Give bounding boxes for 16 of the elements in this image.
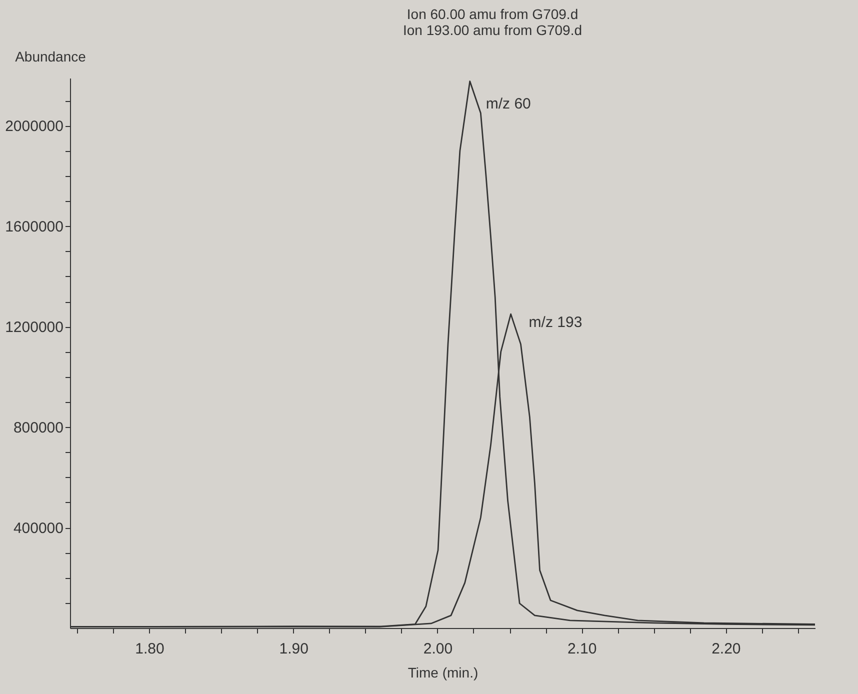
series-label: m/z 193 — [528, 314, 582, 332]
y-tick-label: 800000 — [13, 420, 64, 437]
y-axis-title: Abundance — [15, 48, 86, 64]
y-tick-label: 2000000 — [5, 118, 64, 136]
x-tick-label: 2.10 — [567, 640, 597, 658]
x-tick-label: 2.20 — [712, 640, 741, 658]
x-tick-label: 1.90 — [279, 640, 308, 658]
x-axis-title: Time (min.) — [408, 664, 478, 680]
y-tick-label: 1200000 — [5, 319, 64, 336]
y-tick-label: 400000 — [13, 520, 64, 538]
chart-subtitle: Ion 193.00 amu from G709.d — [403, 22, 582, 38]
y-tick-label: 1600000 — [5, 218, 64, 236]
x-tick-label: 2.00 — [423, 640, 453, 658]
series-label: m/z 60 — [486, 95, 531, 112]
x-tick-label: 1.80 — [135, 640, 164, 658]
chart-title: Ion 60.00 amu from G709.d — [406, 6, 578, 22]
